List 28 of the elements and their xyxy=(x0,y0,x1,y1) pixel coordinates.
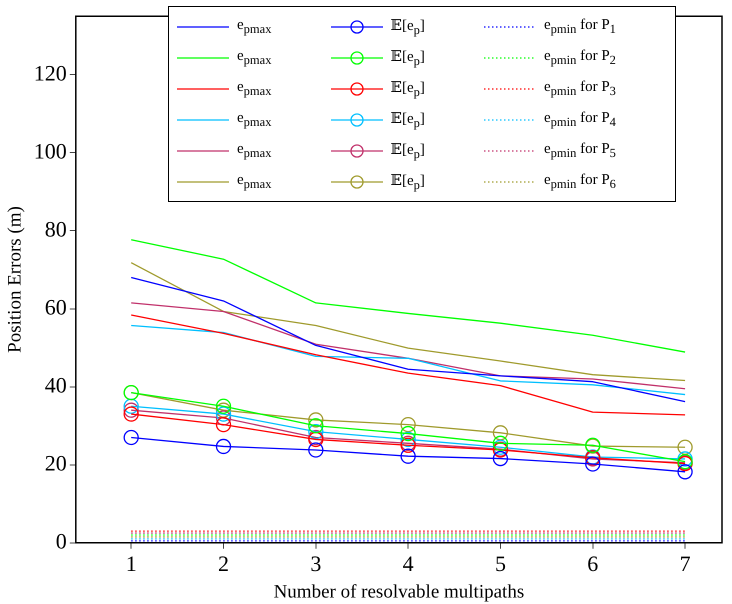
legend-label: e$_{p}$$_{min}$ for P$_{1}$ xyxy=(544,16,616,36)
legend-label: 𝔼[e$_{p}$] xyxy=(390,140,425,162)
x-tick-label: 3 xyxy=(310,550,322,576)
y-tick-label: 80 xyxy=(44,216,67,242)
y-tick-label: 0 xyxy=(56,528,67,554)
legend-label: 𝔼[e$_{p}$] xyxy=(390,110,425,130)
x-tick-label: 5 xyxy=(494,550,506,576)
x-tick-label: 1 xyxy=(126,550,137,576)
legend-label: e$_{p}$$_{min}$ for P$_{4}$ xyxy=(544,110,616,130)
x-tick-label: 4 xyxy=(402,550,414,576)
legend-label: 𝔼[e$_{p}$] xyxy=(390,172,425,192)
legend-label: 𝔼[e$_{p}$] xyxy=(390,78,425,100)
legend-label: 𝔼[e$_{p}$] xyxy=(390,16,425,38)
y-tick-label: 60 xyxy=(44,294,67,320)
legend-label: e$_{p}$$_{min}$ for P$_{6}$ xyxy=(544,172,616,192)
legend-label: e$_{p}$$_{min}$ for P$_{2}$ xyxy=(544,48,616,68)
legend-label: e$_{p}$$_{min}$ for P$_{3}$ xyxy=(544,78,616,98)
x-tick-label: 6 xyxy=(587,550,598,576)
y-tick-label: 40 xyxy=(44,372,67,398)
y-tick-label: 100 xyxy=(34,138,67,164)
x-tick-label: 7 xyxy=(680,550,691,576)
x-axis-title: Number of resolvable multipaths xyxy=(274,582,524,603)
x-tick-label: 2 xyxy=(218,550,230,576)
legend-label: e$_{p}$$_{min}$ for P$_{5}$ xyxy=(544,140,616,160)
y-tick-label: 20 xyxy=(44,450,67,476)
y-axis-title: Position Errors (m) xyxy=(4,206,26,353)
y-tick-label: 120 xyxy=(34,60,67,86)
legend-label: 𝔼[e$_{p}$] xyxy=(390,48,425,68)
